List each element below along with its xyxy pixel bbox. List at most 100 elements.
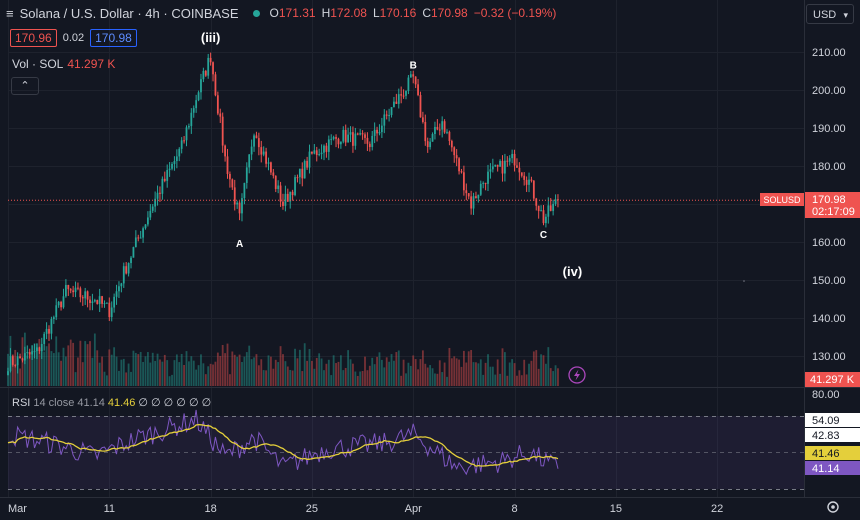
rsi-legend-params: 14 close: [33, 397, 75, 409]
candle-body: [69, 289, 72, 291]
volume-bar: [221, 344, 224, 386]
volume-bar: [139, 351, 142, 386]
candle-body: [134, 237, 137, 248]
chevron-up-icon: ⌃: [20, 80, 30, 92]
volume-bar: [110, 354, 113, 386]
volume-bar: [409, 365, 412, 386]
volume-bar: [173, 360, 176, 386]
candle-body: [296, 177, 299, 179]
volume-bar: [344, 367, 347, 386]
volume-bar: [298, 349, 301, 386]
volume-bar: [28, 352, 31, 386]
symbol-title[interactable]: Solana / U.S. Dollar · 4h · COINBASE: [19, 5, 239, 21]
volume-bar: [453, 356, 456, 386]
candle-body: [163, 178, 166, 181]
volume-bar: [532, 351, 535, 386]
sell-price-button[interactable]: 170.96: [10, 29, 57, 47]
buy-price-button[interactable]: 170.98: [90, 29, 137, 47]
candle-body: [397, 94, 400, 104]
candle-body: [93, 300, 96, 302]
volume-bar: [151, 352, 154, 386]
volume-bar: [552, 371, 555, 386]
candle-body: [7, 371, 9, 375]
rsi-tick-label: 42.83: [812, 430, 840, 442]
volume-bar: [373, 364, 376, 386]
volume-bar: [113, 347, 116, 386]
candle-body: [373, 129, 376, 136]
hamburger-icon[interactable]: ≡: [6, 5, 14, 21]
volume-bar: [450, 358, 453, 386]
candle-body: [327, 139, 330, 152]
time-axis[interactable]: Mar 11 18 25 Apr 8 15 22: [8, 503, 723, 515]
volume-bar: [265, 370, 267, 386]
candle-body: [431, 134, 434, 142]
volume-bar: [540, 354, 542, 386]
candle-body: [383, 114, 386, 126]
volume-bar: [535, 350, 538, 386]
candle-body: [255, 135, 258, 139]
candle-body: [272, 172, 275, 176]
volume-bar: [55, 336, 58, 386]
candle-body: [434, 126, 436, 135]
candle-body: [518, 167, 521, 173]
volume-bar: [216, 352, 219, 386]
price-tick-label: 140.00: [812, 313, 846, 325]
order-buttons: 170.96 0.02 170.98: [10, 29, 137, 47]
candle-body: [537, 205, 540, 212]
volume-bar: [245, 352, 248, 386]
candle-body: [48, 328, 50, 334]
candle-body: [443, 121, 446, 133]
collapse-legend-button[interactable]: ⌃: [11, 77, 39, 95]
volume-bar: [270, 356, 272, 386]
volume-bar: [11, 354, 14, 386]
volume-bar: [142, 361, 144, 386]
volume-bar: [508, 362, 511, 386]
volume-bar: [207, 366, 210, 386]
volume-legend[interactable]: Vol · SOL 41.297 K: [12, 57, 115, 71]
volume-bar: [359, 371, 362, 386]
candle-body: [139, 237, 142, 239]
candle-body: [40, 343, 43, 352]
candle-body: [127, 263, 130, 274]
candle-body: [248, 154, 251, 168]
volume-bar: [405, 373, 407, 386]
candle-body: [96, 300, 99, 305]
candle-body: [402, 95, 405, 97]
candle-body: [159, 192, 161, 194]
volume-bar: [390, 354, 393, 386]
candle-body: [368, 143, 371, 148]
candle-body: [231, 179, 234, 188]
candle-body: [36, 347, 38, 352]
candle-body: [540, 210, 542, 212]
candle-body: [407, 77, 410, 91]
price-tick-label: 190.00: [812, 123, 846, 135]
candle-body: [257, 138, 260, 148]
rsi-legend-label: RSI: [12, 397, 31, 409]
volume-bar: [477, 363, 480, 386]
currency-select[interactable]: USD ▾: [806, 4, 854, 24]
volume-bar: [253, 357, 255, 386]
candle-body: [118, 286, 120, 292]
volume-bar: [475, 362, 477, 386]
candle-body: [180, 140, 183, 149]
volume-bar: [349, 359, 352, 386]
candle-body: [366, 137, 369, 144]
candle-body: [378, 132, 381, 134]
volume-bar: [57, 352, 60, 386]
volume-tag-text: 41.297 K: [810, 374, 855, 386]
candle-body: [470, 196, 473, 209]
rsi-legend[interactable]: RSI 14 close 41.14 41.46 ∅ ∅ ∅ ∅ ∅ ∅: [12, 396, 211, 409]
candle-body: [547, 205, 550, 217]
candle-body: [465, 190, 468, 194]
volume-bar: [260, 359, 263, 386]
candle-body: [400, 94, 403, 96]
candle-body: [291, 191, 294, 196]
candle-body: [446, 131, 448, 133]
lightning-icon[interactable]: [568, 366, 586, 384]
settings-gear-icon[interactable]: [827, 501, 839, 513]
candle-body: [233, 187, 236, 205]
rsi-axis[interactable]: 80.00 54.09 42.83: [805, 389, 860, 442]
volume-bar: [296, 358, 299, 386]
volume-bar: [14, 349, 17, 386]
